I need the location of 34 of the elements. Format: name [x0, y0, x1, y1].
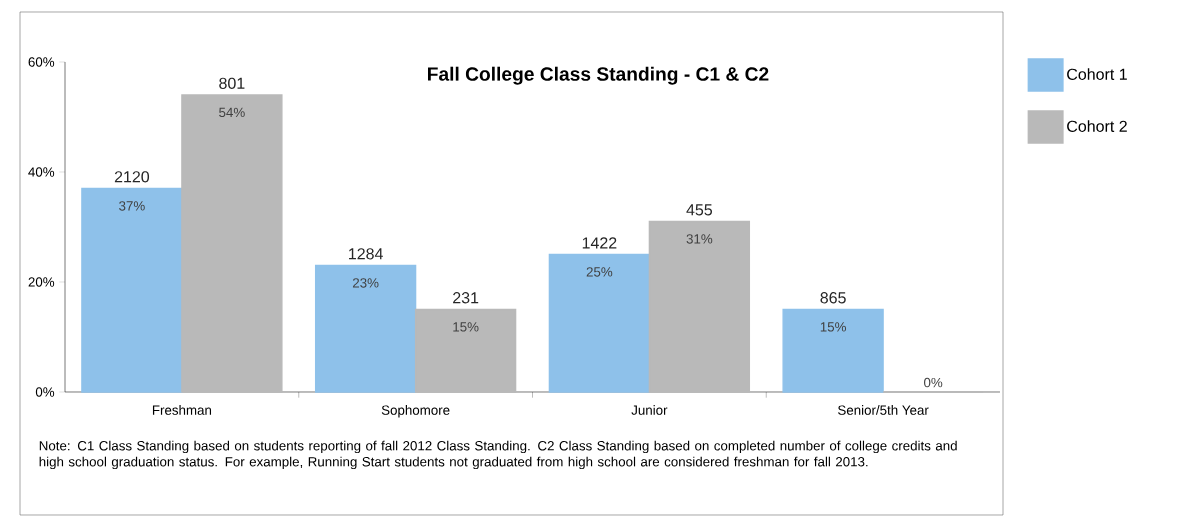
annotation: 865 [820, 292, 846, 304]
data-label: 25% [586, 267, 613, 277]
x-tick-label: Senior/5th Year [838, 405, 929, 415]
data-label: 37% [119, 201, 145, 211]
y-tick-label: 40% [28, 167, 55, 177]
bar [648, 220, 751, 393]
bar [782, 308, 884, 393]
bar [414, 308, 517, 393]
annotation: 1422 [582, 237, 617, 249]
data-label: 15% [820, 322, 846, 332]
x-tick-label: Sophomore [381, 405, 450, 418]
data-label: 15% [453, 322, 479, 332]
chart-title: Fall College Class Standing - C1 & C2 [428, 66, 769, 85]
text: Note: C1 Class Standing based on students reporting of fall 2012 Class Standing. C2 Class Standing based on completed number of college credits and high school graduation status. For example, Running Start students not graduated from high school are considered freshman for fall 2013. [39, 440, 957, 470]
data-label: 54% [219, 107, 245, 118]
data-label: 0% [924, 377, 943, 388]
annotation: 231 [453, 292, 479, 304]
x-tick-label: Junior [631, 405, 668, 415]
annotation: 801 [219, 77, 245, 89]
y-tick-label: 60% [28, 57, 55, 67]
bar [81, 187, 183, 393]
x-tick-label: Freshman [152, 405, 212, 415]
y-tick-label: 0% [35, 387, 55, 397]
bar [314, 264, 417, 393]
bar [548, 253, 651, 393]
annotation: 455 [686, 204, 713, 216]
annotation: 2120 [114, 171, 150, 183]
legend-label: Cohort 1 [1067, 68, 1127, 80]
data-label: 23% [352, 278, 379, 288]
data-label: 31% [686, 234, 713, 244]
legend-label: Cohort 2 [1067, 120, 1127, 132]
y-tick-label: 20% [28, 277, 55, 287]
bar [181, 94, 283, 393]
annotation: 1284 [349, 248, 383, 260]
